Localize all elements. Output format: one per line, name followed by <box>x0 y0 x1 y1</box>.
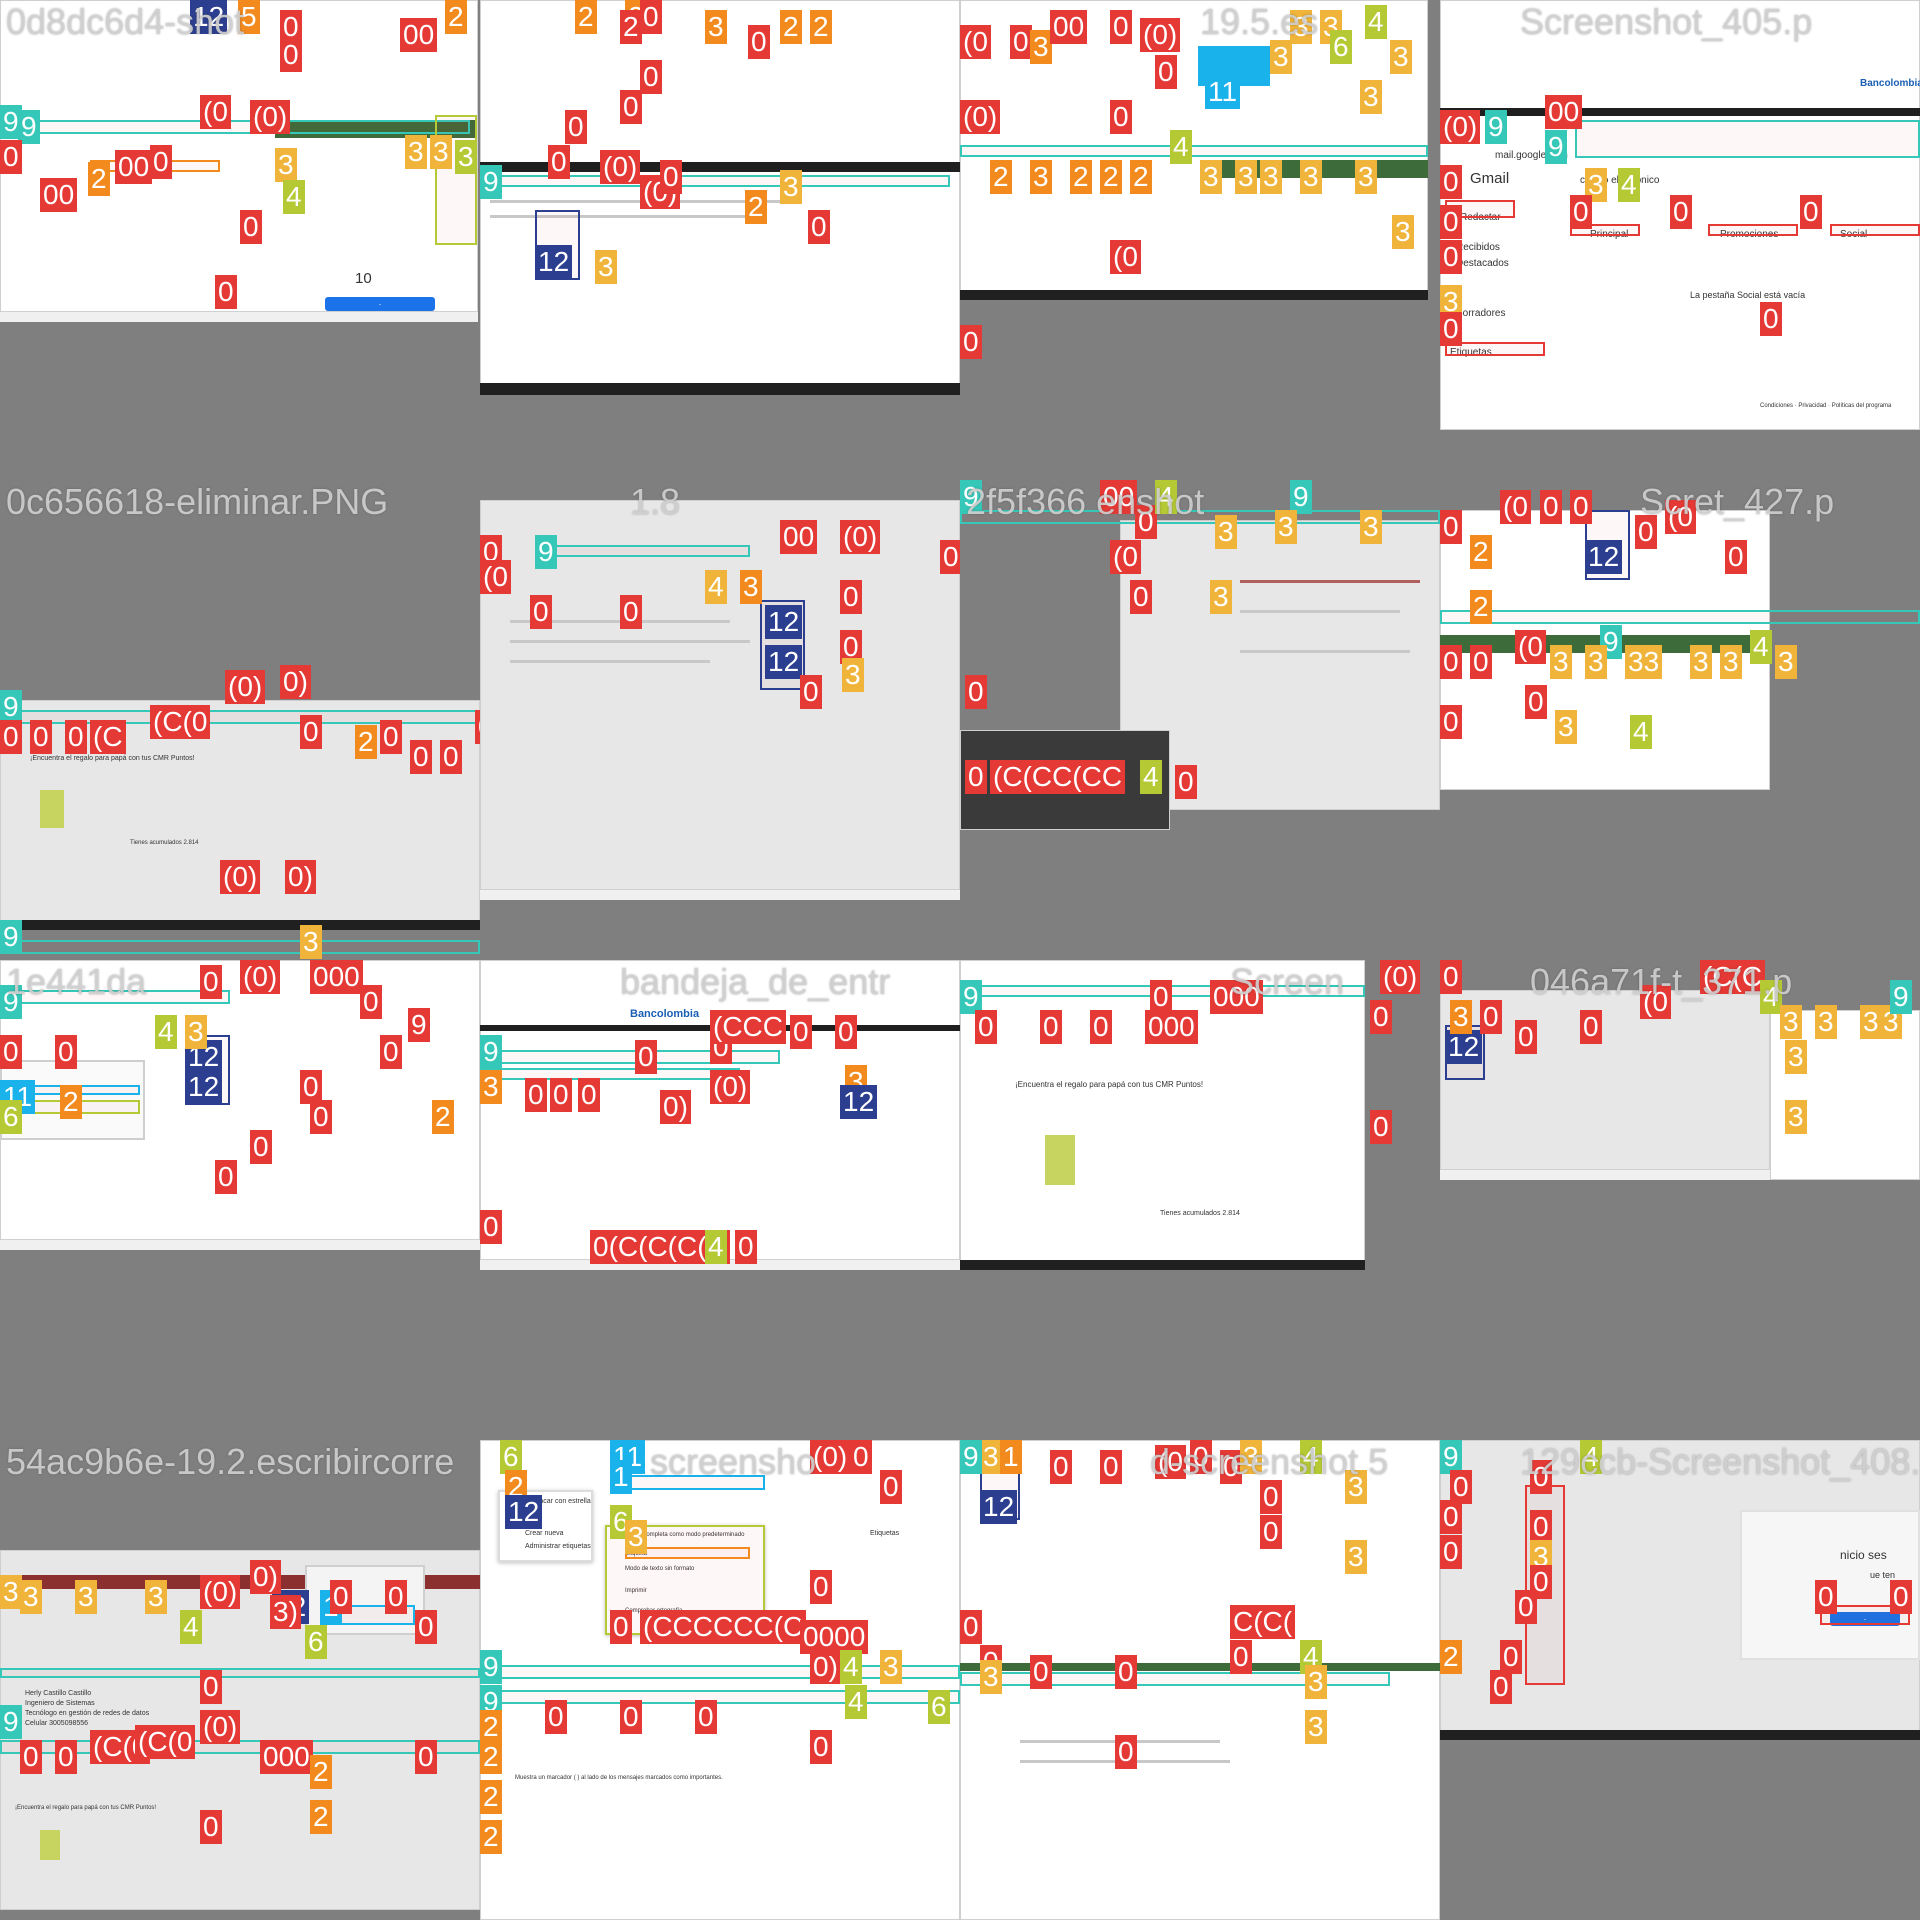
menu-item-print[interactable]: Imprimir <box>625 1588 647 1594</box>
screenshot-thumbnail <box>480 0 960 395</box>
tile-12: 046a71f-t_371.p 12 0 3 0 0 0 (0 (C(C 4 3… <box>1440 960 1920 1440</box>
bancolombia-logo: Bancolombia <box>630 1008 700 1020</box>
screenshot-thumbnail <box>1120 520 1440 810</box>
gmail-logo: Gmail <box>1470 170 1510 187</box>
tile-14: screensho Destacar con estrella Crear nu… <box>480 1440 960 1920</box>
menu-item-plain-text[interactable]: Modo de texto sin formato <box>625 1566 695 1572</box>
tile-4: Screenshot_405.p Bancolombia mail.google… <box>1440 0 1920 480</box>
menu-item-star[interactable]: Destacar con estrella <box>525 1498 591 1505</box>
menu-item-fullscreen[interactable]: Pantalla completa como modo predetermina… <box>620 1532 745 1538</box>
screenshot-thumbnail <box>480 500 960 900</box>
tile-9: 1e441da 9 11 6 2 12 12 0 0 4 3 0 (0) 000… <box>0 960 480 1440</box>
footer-links[interactable]: Condiciones · Privacidad · Políticas del… <box>1760 403 1892 409</box>
tile-7: 2f5f366 enshot 9 9 00 0 4 3 3 3 3 (0 0 0… <box>960 480 1440 960</box>
tile-title: 54ac9b6e-19.2.escribircorre <box>6 1441 455 1482</box>
email-subject: ¡Encuentra el regalo para papá con tus C… <box>1015 1080 1204 1089</box>
tile-5: 0c656618-eliminar.PNG ¡Encuentra el rega… <box>0 480 480 960</box>
sidebar-item-inbox[interactable]: Recibidos <box>1456 242 1500 253</box>
menu-item-label[interactable]: Etiqueta <box>625 1551 648 1557</box>
tile-8: Scret_427.p 12 0 2 2 (0 0 0 0 (0 0 9 0 0… <box>1440 480 1920 960</box>
sidebar-item-starred[interactable]: Destacados <box>1456 258 1509 269</box>
menu-item-manage-labels[interactable]: Administrar etiquetas <box>525 1543 591 1550</box>
tile-2: 9 12 3 0 0 (0) (0) 0 2 2 2 0 0 0 3 0 2 2… <box>480 0 960 480</box>
screenshot-thumbnail <box>1440 990 1770 1180</box>
tile-1: 0d8dc6d4-shot 10 · 9 9 0 00 2 00 0 (0 (0… <box>0 0 480 480</box>
version-number: 10 <box>355 270 372 287</box>
email-subject: ¡Encuentra el regalo para papá con tus C… <box>30 755 195 762</box>
signature-name: Herly Castillo Castillo <box>25 1690 92 1697</box>
signature-dept: Tecnólogo en gestión de redes de datos <box>25 1710 150 1717</box>
tile-11: Screen ¡Encuentra el regalo para papá co… <box>960 960 1440 1440</box>
screenshot-thumbnail: Bancolombia <box>480 960 960 1270</box>
tile-10: bandeja_de_entr Bancolombia 9 3 0 0 0 0 … <box>480 960 960 1440</box>
points-summary: Tienes acumulados 2.814 <box>130 840 199 846</box>
screenshot-thumbnail: nicio ses ue ten · <box>1440 1440 1920 1740</box>
calendar-day: 12 <box>185 1040 223 1074</box>
dialog-text: ue ten <box>1870 1570 1896 1580</box>
tile-13: 54ac9b6e-19.2.escribircorre Herly Castil… <box>0 1440 480 1920</box>
menu-item-create-label[interactable]: Crear nueva <box>525 1530 564 1537</box>
signature-phone: Celular 3005098556 <box>25 1720 89 1727</box>
email-subject: ¡Encuentra el regalo para papá con tus C… <box>15 1805 157 1811</box>
dialog-title: nicio ses <box>1840 1548 1887 1562</box>
empty-tab-title: La pestaña Social está vacía <box>1690 290 1806 300</box>
tile-6: 1.8 9 0 (0 0 0 3 4 12 12 00 (0) 0 0 3 0 … <box>480 480 960 960</box>
tile-16: 129ccb-Screenshot_408.p nicio ses ue ten… <box>1440 1440 1920 1920</box>
signature-role: Ingeniero de Sistemas <box>25 1700 95 1707</box>
tile-15: d-screenshot 5 12 3 1 9 0 0 (0 0 0 3 4 0… <box>960 1440 1440 1920</box>
sidebar-item-drafts[interactable]: Borradores <box>1456 308 1506 319</box>
tile-title: 0c656618-eliminar.PNG <box>6 481 389 522</box>
bancolombia-logo: Bancolombia <box>1860 78 1920 89</box>
dialog-primary-button[interactable]: · <box>1830 1612 1900 1626</box>
points-summary: Tienes acumulados 2.814 <box>1160 1210 1240 1217</box>
tile-3: 19.5.es 11 (0 0 3 00 0 (0) 3 3 4 6 3 3 3… <box>960 0 1440 480</box>
address-bar[interactable]: mail.google.com <box>1495 150 1568 161</box>
labels-link[interactable]: Etiquetas <box>870 1530 900 1537</box>
sidebar-item-labels[interactable]: Etiquetas <box>1450 347 1492 358</box>
important-hint: Muestra un marcador ( ) al lado de los m… <box>515 1775 723 1781</box>
